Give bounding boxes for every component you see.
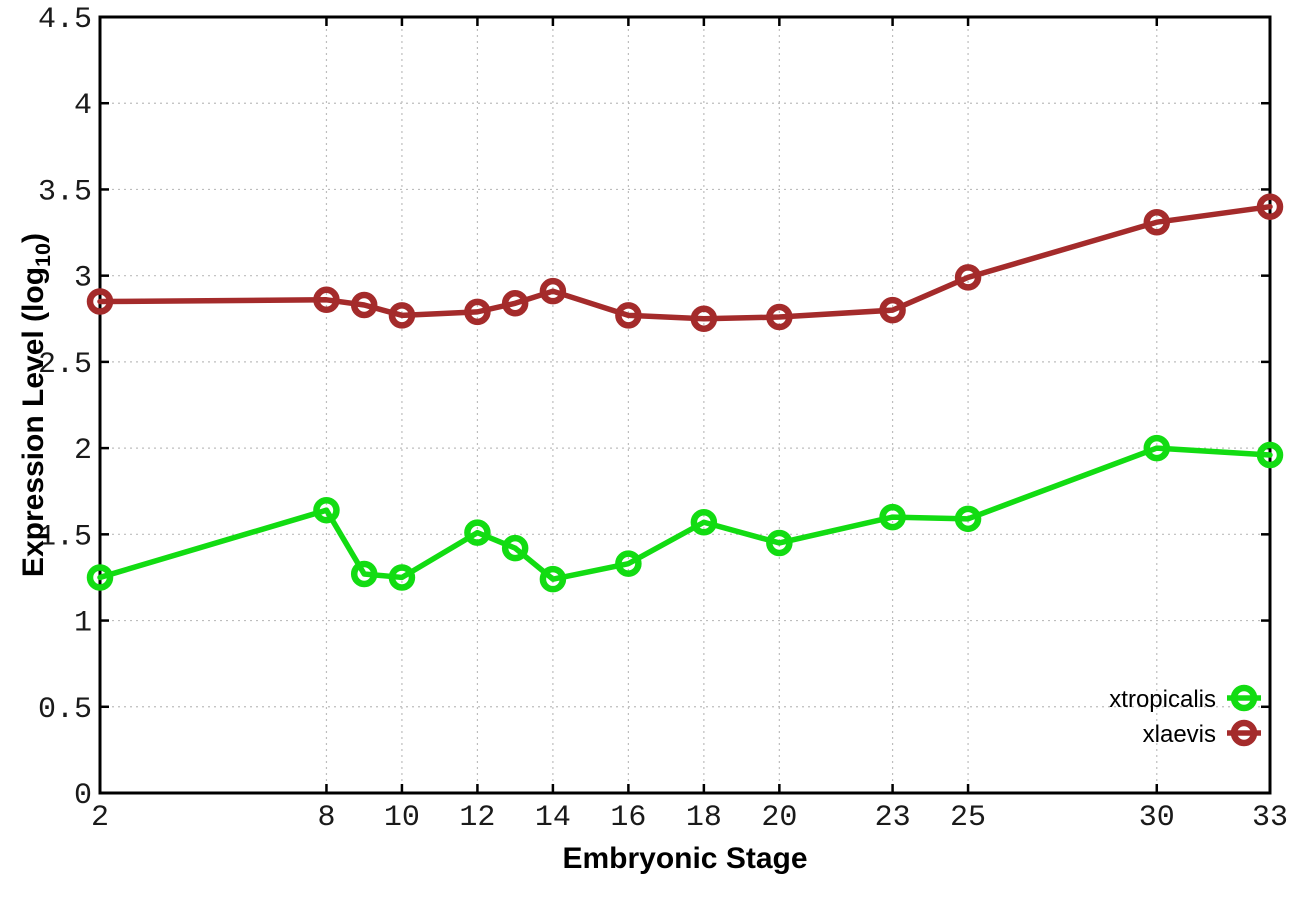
y-axis-title-close: ): [17, 232, 50, 243]
data-point-xtropicalis: [879, 503, 906, 531]
data-point-xtropicalis: [313, 496, 340, 524]
data-point-xlaevis: [615, 302, 642, 329]
x-tick-label: 20: [761, 801, 797, 835]
data-point-xlaevis: [464, 298, 491, 326]
y-tick-label: 4.5: [38, 3, 92, 37]
x-tick-label: 23: [875, 801, 911, 835]
data-point-xlaevis: [501, 290, 529, 317]
data-point-xtropicalis: [501, 534, 529, 562]
data-point-xtropicalis: [766, 529, 793, 557]
data-point-xlaevis: [1143, 208, 1171, 236]
y-tick-label: 4: [74, 89, 92, 123]
legend-label-xtropicalis: xtropicalis: [1109, 686, 1216, 713]
data-point-xtropicalis: [954, 505, 982, 533]
legend: xtropicalis xlaevis: [1109, 684, 1261, 748]
data-point-xtropicalis: [615, 550, 642, 577]
series-xtropicalis: [86, 434, 1284, 593]
data-point-xtropicalis: [350, 560, 378, 588]
y-axis-title-main: Expression Level (log: [17, 266, 50, 578]
plot-border: [98, 15, 1272, 795]
x-tick-label: 30: [1139, 801, 1175, 835]
y-tick-label: 0.5: [38, 693, 92, 727]
data-point-xlaevis: [954, 264, 982, 291]
y-tick-label: 2: [74, 434, 92, 468]
x-tick-label: 18: [686, 801, 722, 835]
y-axis-title: Expression Level (log10): [16, 105, 56, 705]
x-tick-label: 33: [1252, 801, 1288, 835]
x-tick-label: 12: [459, 801, 495, 835]
data-point-xlaevis: [690, 305, 718, 333]
y-tick-label: 2.5: [38, 348, 92, 382]
y-tick-label: 3.5: [38, 175, 92, 209]
data-point-xtropicalis: [464, 519, 491, 546]
data-point-xlaevis: [388, 302, 416, 329]
data-point-xlaevis: [766, 303, 793, 331]
data-point-xlaevis: [1256, 193, 1284, 220]
legend-marker-xlaevis: [1230, 719, 1258, 747]
x-tick-label: 2: [91, 801, 109, 835]
x-tick-label: 10: [384, 801, 420, 835]
data-point-xtropicalis: [86, 564, 114, 591]
x-axis-title: Embryonic Stage: [562, 842, 808, 875]
data-point-xlaevis: [86, 288, 114, 315]
data-point-xlaevis: [350, 291, 378, 319]
y-tick-label: 0: [74, 779, 92, 813]
grid: [100, 17, 1270, 793]
data-point-xlaevis: [313, 286, 340, 314]
y-tick-labels: 0 0.5 1 1.5 2 2.5 3 3.5 4 4.5: [38, 3, 92, 813]
legend-marker-xtropicalis: [1230, 684, 1258, 712]
x-tick-labels: 2 8 10 12 14 16 18 20 23 25 30 33: [91, 801, 1288, 835]
series-line-xtropicalis: [97, 445, 1273, 582]
x-tick-label: 16: [610, 801, 646, 835]
data-point-xtropicalis: [1143, 434, 1171, 462]
y-tick-label: 1: [74, 607, 92, 641]
data-point-xtropicalis: [539, 565, 567, 593]
data-point-xtropicalis: [388, 564, 416, 591]
data-point-xtropicalis: [1256, 441, 1284, 469]
x-tick-label: 14: [535, 801, 571, 835]
y-tick-label: 3: [74, 262, 92, 296]
legend-label-xlaevis: xlaevis: [1143, 721, 1216, 748]
axis-ticks: [98, 15, 1272, 795]
x-tick-label: 25: [950, 801, 986, 835]
x-tick-label: 8: [317, 801, 335, 835]
data-point-xlaevis: [539, 277, 567, 305]
series-xlaevis: [86, 193, 1284, 333]
data-point-xtropicalis: [690, 509, 718, 536]
y-axis-title-subscript: 10: [30, 242, 55, 267]
series-line-xlaevis: [97, 203, 1273, 322]
data-point-xlaevis: [879, 296, 906, 324]
y-tick-label: 1.5: [38, 520, 92, 554]
